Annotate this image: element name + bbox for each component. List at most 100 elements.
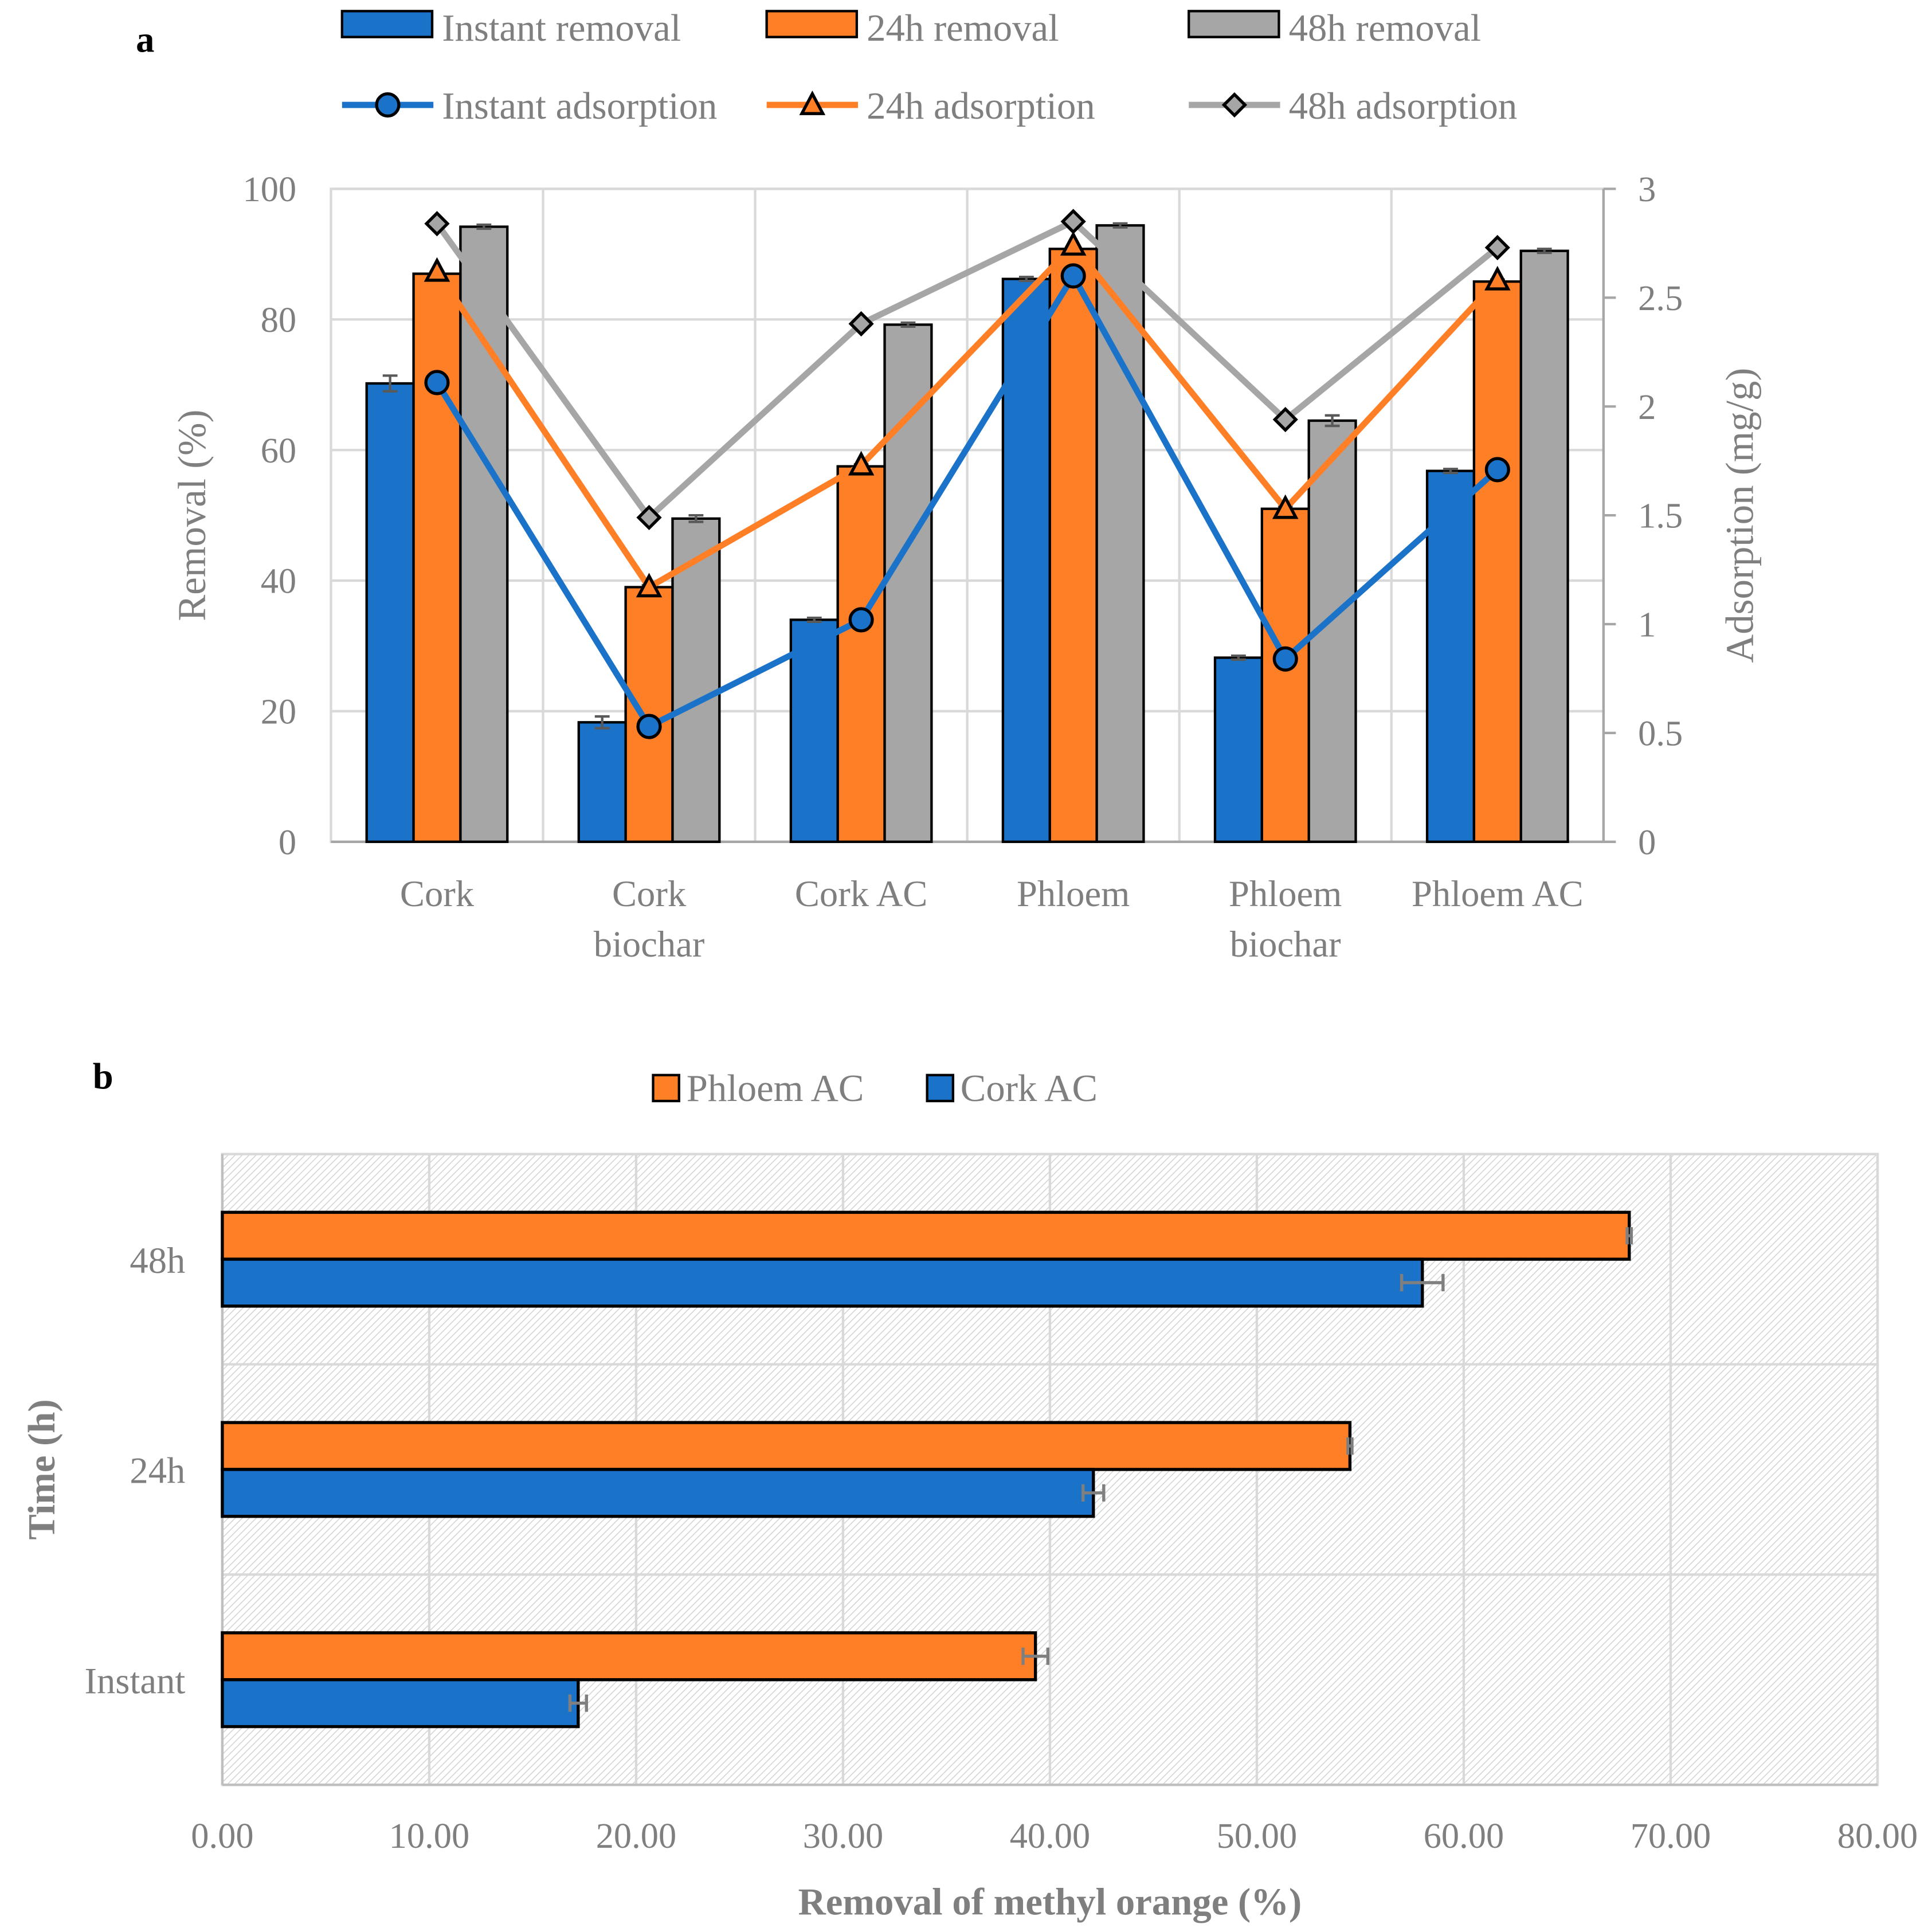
triangle-marker [1484,265,1511,291]
bar-24h-removal [1048,248,1098,843]
bar-cork-ac [221,1257,1424,1308]
error-bar [1021,1647,1050,1665]
bar-24h-removal [1472,280,1522,843]
error-bar [900,321,916,328]
bar-48h-removal [1519,249,1569,843]
legend-label: Instant removal [442,7,681,49]
legend-marker [799,90,826,115]
error-bar [1443,468,1458,475]
x-tick-label: Cork AC [795,873,928,914]
bar-24h-removal [1260,507,1310,843]
bar-cork-ac [221,1678,580,1729]
chart-b: 0.00 10.00 20.00 30.00 40.00 50.00 60.00 70.00 8… [21,1153,1918,1923]
x-tick-label: Cork [400,873,475,914]
y-tick-label: 60 [261,430,296,471]
error-bar [688,514,704,523]
panel-label-a: a [136,18,154,60]
x-tick-label: 10.00 [389,1816,469,1856]
error-bar [594,715,610,730]
y-tick-label: 24h [130,1450,185,1491]
y-tick-label: 48h [130,1240,185,1281]
legend-swatch [926,1073,955,1103]
x-tick-label: 50.00 [1217,1816,1297,1856]
error-bar [1081,1484,1106,1502]
triangle-marker [1060,231,1087,256]
error-bar [1346,1437,1354,1455]
x-tick-label: Cork [612,873,687,914]
legend-label: 48h removal [1289,7,1482,49]
bar-phloem-ac [221,1210,1631,1261]
circle-marker [1272,646,1298,672]
legend-marker [375,92,401,118]
y2-tick-label: 2.5 [1638,278,1683,318]
legend-label: 24h removal [867,7,1059,49]
y2-tick-label: 2 [1638,387,1656,427]
y-tick-label: 80 [261,300,296,340]
line-instant-adsorption [434,273,1500,730]
x-tick-label: Phloem [1229,873,1342,914]
legend-label: 48h adsorption [1289,85,1518,127]
bar-phloem-ac [221,1421,1352,1471]
y-tick-label: 100 [242,169,296,209]
diamond-marker [848,311,874,337]
x-tick-label: 60.00 [1424,1816,1504,1856]
legend-label: Instant adsorption [442,85,717,127]
y-axis-title: Removal (%) [170,410,214,621]
y2-tick-label: 1 [1638,605,1656,645]
circle-marker [1484,457,1510,483]
legend-marker [1221,92,1248,118]
circle-marker [636,714,662,739]
error-bar [1625,1227,1633,1245]
x-tick-label: Phloem [1017,873,1130,914]
legend-swatch [652,1073,680,1103]
diamond-marker [636,504,662,531]
bar-48h-removal [459,225,509,843]
error-bar [1112,222,1128,229]
error-bar [476,224,492,230]
legend-label: Phloem AC [687,1068,864,1110]
y-tick-label: 0 [279,822,296,862]
bar-cork-ac [221,1468,1095,1518]
diamond-marker [424,211,450,237]
diamond-marker [1484,234,1510,261]
bar-instant-removal [365,382,415,843]
bar-instant-removal [1425,469,1476,843]
y2-axis-title: Adsorption (mg/g) [1718,368,1761,663]
chart-a: 0 20 40 60 80 100 0 0.5 1 1.5 2 2.5 3 Removal (%) Adso… [170,169,1762,965]
error-bar [568,1694,588,1712]
error-bar [1400,1273,1445,1292]
y2-tick-label: 0.5 [1638,713,1683,753]
triangle-marker [636,573,663,598]
triangle-marker [1272,494,1299,519]
legend-label: 24h adsorption [867,85,1095,127]
line-24h-adsorption [434,242,1500,590]
x-tick-label: 30.00 [803,1816,883,1856]
panel-label-b: b [93,1056,113,1097]
x-tick-label: 70.00 [1631,1816,1711,1856]
bar-instant-removal [577,721,627,843]
bar-instant-removal [1001,277,1051,843]
triangle-marker [848,450,875,476]
legend-swatch [765,10,859,38]
legend-label: Cork AC [961,1068,1098,1110]
x-tick-label: 20.00 [596,1816,676,1856]
circle-marker [848,607,874,633]
circle-marker [1060,263,1086,289]
error-bar [1018,276,1034,283]
y2-tick-label: 1.5 [1638,496,1683,536]
x-tick-label: Phloem AC [1412,873,1584,914]
error-bar [1230,654,1246,661]
error-bar [806,616,822,624]
x-tick-label: 0.00 [191,1816,253,1856]
circle-marker [424,370,450,395]
y-tick-label: 40 [261,561,296,601]
x-tick-label: biochar [1230,923,1341,965]
diamond-marker [1272,406,1298,433]
bar-24h-removal [836,465,886,843]
x-tick-label: 40.00 [1010,1816,1090,1856]
y-axis-title: Time (h) [21,1399,63,1539]
bar-phloem-ac [221,1631,1037,1682]
legend-b: Phloem AC Cork AC [652,1068,1098,1110]
legend-a: Instant removal 24h removal 48h removal Ins… [340,7,1518,127]
bar-48h-removal [1095,224,1145,843]
